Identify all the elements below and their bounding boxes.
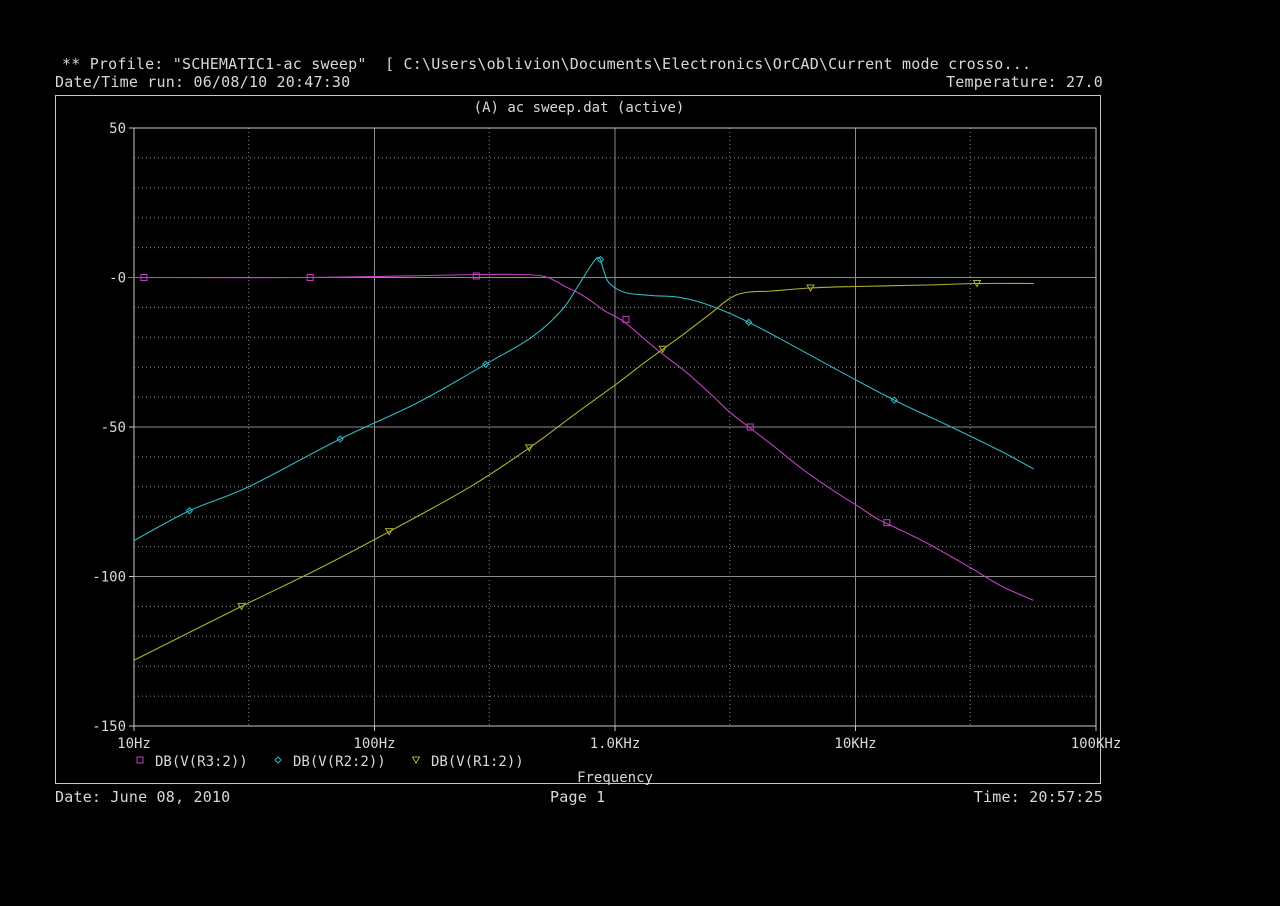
series-marker xyxy=(185,507,194,515)
series-markers xyxy=(140,255,982,611)
legend-label: DB(V(R1:2)) xyxy=(431,754,524,770)
x-tick-label: 10Hz xyxy=(117,736,151,752)
series-line xyxy=(133,256,1034,542)
legend-label: DB(V(R3:2)) xyxy=(155,754,248,770)
temperature-label: Temperature: 27.0 xyxy=(946,73,1103,91)
date-time-run: Date/Time run: 06/08/10 20:47:30 xyxy=(55,73,351,91)
legend: DB(V(R3:2)) DB(V(R2:2)) DB(V(R1:2)) xyxy=(136,754,524,770)
series-marker xyxy=(622,315,630,323)
plot-window-frame xyxy=(55,95,1101,784)
y-tick-label: -150 xyxy=(92,719,126,735)
series-marker xyxy=(472,272,480,280)
grid xyxy=(134,128,1096,726)
x-tick-label: 1.0KHz xyxy=(590,736,641,752)
series-lines xyxy=(127,256,1034,661)
x-tick-label: 100Hz xyxy=(353,736,395,752)
legend-marker xyxy=(411,756,421,764)
y-tick-label: -0 xyxy=(109,271,126,287)
series-line xyxy=(127,273,1034,601)
y-tick-label: 50 xyxy=(109,121,126,137)
series-marker xyxy=(972,279,982,288)
series-line xyxy=(133,282,1034,661)
chart-title: (A) ac sweep.dat (active) xyxy=(474,100,685,116)
footer-date: Date: June 08, 2010 xyxy=(55,788,231,806)
x-tick-label: 10KHz xyxy=(834,736,876,752)
axis-labels: (A) ac sweep.dat (active) 50 -0 -50 -100 -150… xyxy=(92,100,1121,786)
series-marker xyxy=(384,528,394,536)
series-marker xyxy=(883,519,891,527)
x-axis-label: Frequency xyxy=(577,770,653,786)
y-tick-label: -100 xyxy=(92,570,126,586)
series-marker xyxy=(306,274,314,281)
series-marker xyxy=(890,396,899,404)
legend-label: DB(V(R2:2)) xyxy=(293,754,386,770)
profile-header: ** Profile: "SCHEMATIC1-ac sweep" [ C:\U… xyxy=(62,55,1032,73)
x-tick-label: 100KHz xyxy=(1071,736,1122,752)
series-marker xyxy=(140,274,148,281)
footer-time: Time: 20:57:25 xyxy=(973,788,1103,806)
series-marker xyxy=(745,318,753,327)
series-marker xyxy=(524,444,534,452)
series-marker xyxy=(237,602,246,611)
series-marker xyxy=(336,435,344,443)
y-tick-label: -50 xyxy=(101,420,126,436)
footer-page: Page 1 xyxy=(550,788,606,806)
series-marker xyxy=(481,360,490,368)
series-marker xyxy=(746,423,754,431)
legend-marker xyxy=(136,756,144,764)
series-marker xyxy=(806,284,815,292)
axes xyxy=(129,127,1097,731)
legend-marker xyxy=(274,756,282,764)
series-marker xyxy=(658,345,668,354)
series-marker xyxy=(596,255,605,264)
